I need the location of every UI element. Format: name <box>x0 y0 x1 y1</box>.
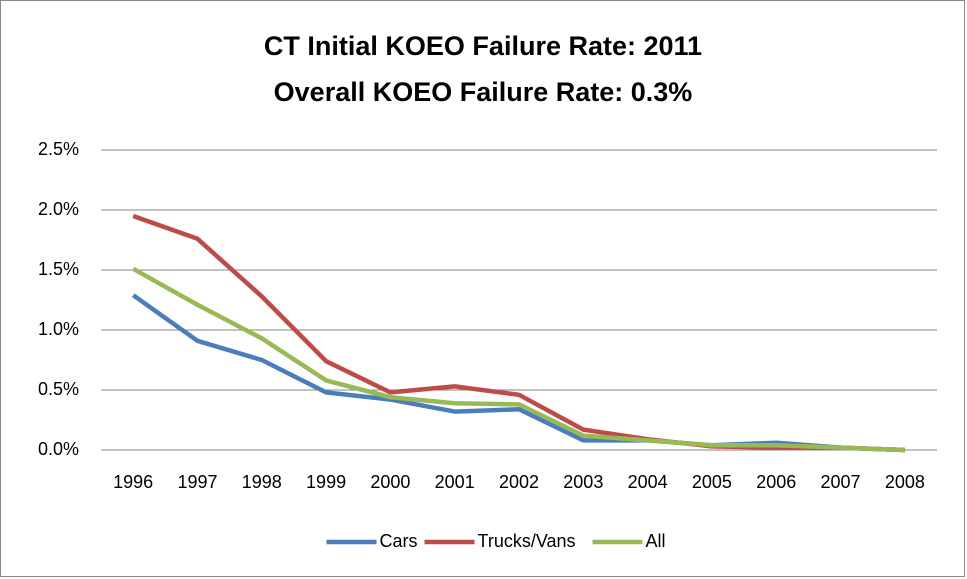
x-tick-label: 1998 <box>242 472 282 492</box>
y-tick-label: 2.5% <box>38 139 79 159</box>
legend-label: All <box>646 531 666 551</box>
x-tick-label: 2003 <box>563 472 603 492</box>
chart-title: Overall KOEO Failure Rate: 0.3% <box>274 77 693 107</box>
x-tick-label: 2006 <box>756 472 796 492</box>
x-tick-label: 2004 <box>628 472 668 492</box>
y-tick-label: 1.0% <box>38 319 79 339</box>
y-tick-label: 0.5% <box>38 379 79 399</box>
y-tick-label: 0.0% <box>38 439 79 459</box>
x-tick-label: 2005 <box>692 472 732 492</box>
line-series <box>132 213 905 453</box>
x-tick-label: 1996 <box>113 472 153 492</box>
y-tick-label: 1.5% <box>38 259 79 279</box>
legend-label: Trucks/Vans <box>478 531 576 551</box>
x-tick-label: 1999 <box>306 472 346 492</box>
y-tick-label: 2.0% <box>38 199 79 219</box>
x-tick-label: 2001 <box>435 472 475 492</box>
chart-title: CT Initial KOEO Failure Rate: 2011 <box>264 31 702 61</box>
x-tick-label: 2008 <box>885 472 925 492</box>
x-tick-label: 2007 <box>821 472 861 492</box>
legend-label: Cars <box>380 531 418 551</box>
x-tick-label: 2000 <box>370 472 410 492</box>
x-tick-label: 1997 <box>177 472 217 492</box>
line-series <box>131 293 905 453</box>
x-tick-label: 2002 <box>499 472 539 492</box>
line-series <box>132 266 905 453</box>
